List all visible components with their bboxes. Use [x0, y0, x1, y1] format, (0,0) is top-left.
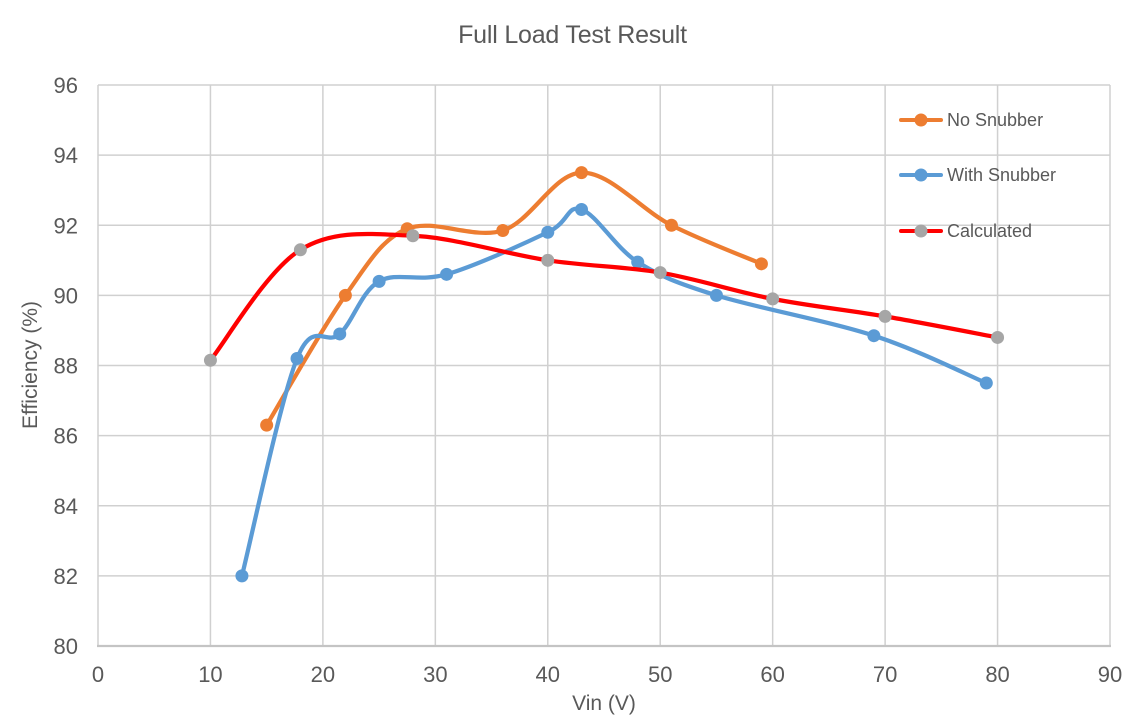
- y-tick-label: 90: [54, 283, 78, 308]
- data-point-calculated: [766, 292, 780, 306]
- data-point-calculated: [541, 253, 555, 267]
- data-point-with-snubber: [372, 274, 386, 288]
- data-point-no-snubber: [338, 288, 352, 302]
- data-point-with-snubber: [541, 225, 555, 239]
- legend-item-with-snubber: With Snubber: [899, 163, 1056, 187]
- data-point-with-snubber: [235, 569, 249, 583]
- data-point-with-snubber: [979, 376, 993, 390]
- data-point-calculated: [653, 266, 667, 280]
- legend-label-with-snubber: With Snubber: [947, 164, 1057, 185]
- y-tick-label: 88: [54, 354, 78, 379]
- x-tick-label: 10: [198, 662, 222, 687]
- x-tick-label: 0: [92, 662, 104, 687]
- y-tick-label: 94: [54, 143, 78, 168]
- data-point-with-snubber: [290, 351, 304, 365]
- series-line-with-snubber: [239, 206, 989, 578]
- chart-title: Full Load Test Result: [458, 21, 687, 49]
- data-point-no-snubber: [664, 218, 678, 232]
- x-tick-label: 90: [1098, 662, 1122, 687]
- data-point-no-snubber: [754, 257, 768, 271]
- data-point-no-snubber: [575, 166, 589, 180]
- y-tick-label: 86: [54, 424, 78, 449]
- data-point-with-snubber: [631, 255, 645, 269]
- data-point-no-snubber: [260, 418, 274, 432]
- legend-label-calculated: Calculated: [947, 220, 1033, 241]
- x-tick-label: 80: [985, 662, 1009, 687]
- y-tick-label: 84: [54, 494, 78, 519]
- legend-marker-swatch-no-snubber: [914, 113, 928, 127]
- legend-item-no-snubber: No Snubber: [899, 108, 1043, 132]
- x-tick-label: 20: [311, 662, 335, 687]
- y-tick-label: 80: [54, 634, 78, 659]
- y-tick-label: 96: [54, 73, 78, 98]
- legend-item-calculated: Calculated: [899, 219, 1032, 243]
- data-point-calculated: [878, 309, 892, 323]
- x-tick-label: 60: [760, 662, 784, 687]
- data-point-with-snubber: [333, 327, 347, 341]
- data-point-no-snubber: [496, 224, 510, 238]
- legend-line-swatch-calculated: [899, 224, 943, 238]
- data-point-calculated: [293, 243, 307, 257]
- data-point-calculated: [203, 353, 217, 367]
- x-axis-title: Vin (V): [572, 692, 636, 715]
- x-tick-label: 50: [648, 662, 672, 687]
- legend-marker-swatch-calculated: [914, 224, 928, 238]
- x-tick-label: 40: [536, 662, 560, 687]
- legend-label-no-snubber: No Snubber: [947, 109, 1044, 130]
- y-axis-title: Efficiency (%): [19, 301, 42, 429]
- x-tick-label: 70: [873, 662, 897, 687]
- legend-marker-swatch-with-snubber: [914, 168, 928, 182]
- data-point-calculated: [991, 330, 1005, 344]
- y-tick-label: 92: [54, 213, 78, 238]
- data-point-with-snubber: [709, 288, 723, 302]
- y-tick-label: 82: [54, 564, 78, 589]
- data-point-with-snubber: [867, 329, 881, 343]
- legend-line-swatch-no-snubber: [899, 113, 943, 127]
- data-point-with-snubber: [575, 202, 589, 216]
- x-tick-label: 30: [423, 662, 447, 687]
- data-point-with-snubber: [440, 267, 454, 281]
- series-line-calculated: [208, 231, 1000, 363]
- data-point-calculated: [406, 229, 420, 243]
- legend-line-swatch-with-snubber: [899, 168, 943, 182]
